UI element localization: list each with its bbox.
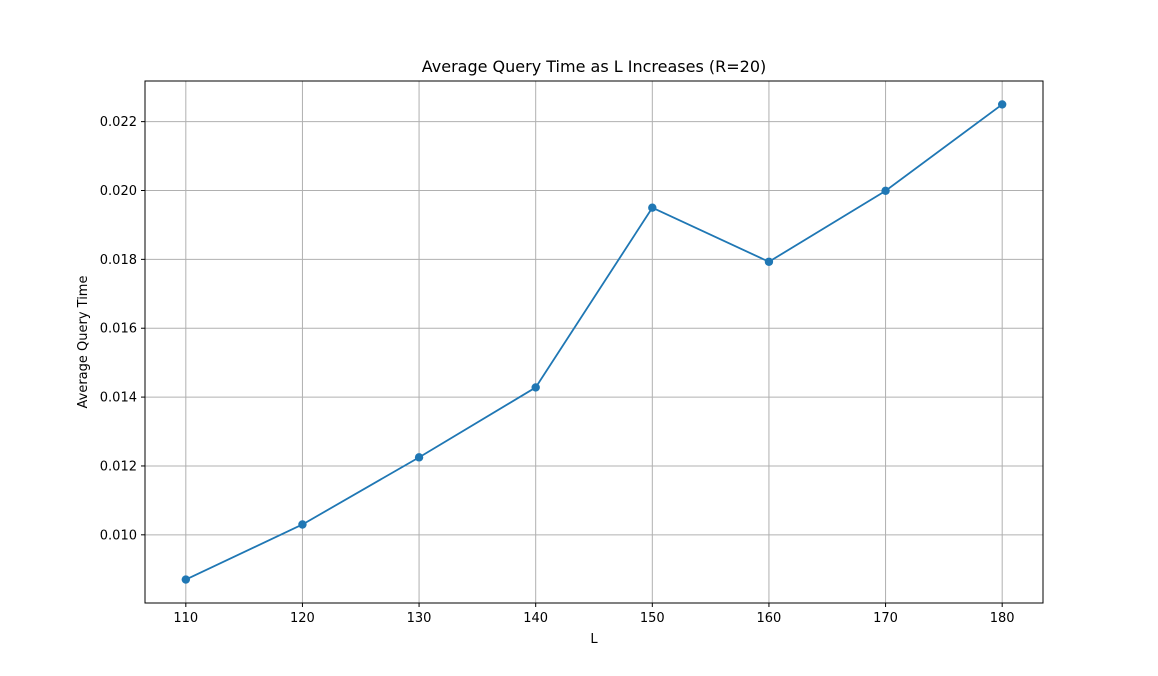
x-tick-label: 150	[640, 611, 665, 626]
data-point	[997, 100, 1007, 109]
x-tick-label: 110	[173, 611, 198, 626]
x-axis-ticks: 110 120 130 140 150 160 170 180	[173, 603, 1015, 626]
y-tick-label: 0.020	[100, 184, 137, 199]
x-tick-label: 160	[757, 611, 782, 626]
x-axis-label: L	[590, 632, 598, 647]
series-line	[185, 103, 1003, 581]
data-point	[531, 383, 540, 392]
x-tick-label: 120	[290, 611, 315, 626]
chart-title: Average Query Time as L Increases (R=20)	[422, 57, 766, 76]
x-tick-label: 130	[407, 611, 432, 626]
data-point	[298, 520, 307, 529]
y-tick-label: 0.010	[100, 528, 137, 543]
y-tick-label: 0.012	[100, 459, 137, 474]
y-tick-label: 0.014	[100, 391, 137, 406]
data-point	[881, 186, 890, 196]
data-point	[181, 575, 191, 584]
grid-lines	[145, 81, 1043, 603]
x-tick-label: 180	[990, 611, 1015, 626]
x-tick-label: 170	[873, 611, 898, 626]
y-tick-label: 0.022	[100, 115, 137, 130]
plot-area-frame	[144, 80, 1044, 604]
y-tick-label: 0.016	[100, 322, 137, 337]
series-layer	[181, 100, 1007, 584]
y-tick-label: 0.018	[100, 253, 137, 268]
y-axis-label: Average Query Time	[76, 276, 91, 409]
data-point	[648, 203, 657, 212]
data-point	[414, 453, 424, 462]
x-tick-label: 140	[523, 611, 548, 626]
data-point	[764, 257, 774, 266]
y-axis-ticks: 0.010 0.012 0.014 0.016 0.018 0.020 0.022	[100, 115, 145, 543]
